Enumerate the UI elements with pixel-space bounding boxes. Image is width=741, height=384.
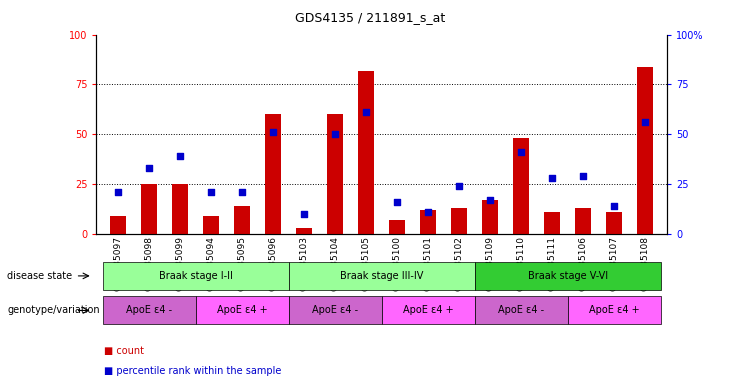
Point xyxy=(360,109,372,116)
Bar xyxy=(142,184,157,234)
Point xyxy=(298,211,310,217)
Bar xyxy=(328,114,343,234)
Bar xyxy=(203,216,219,234)
Point xyxy=(268,129,279,136)
Point xyxy=(453,183,465,189)
Text: ApoE ε4 -: ApoE ε4 - xyxy=(312,305,358,316)
Bar xyxy=(576,208,591,234)
Bar xyxy=(173,184,187,234)
Point xyxy=(205,189,217,195)
Bar xyxy=(296,228,312,234)
Text: ApoE ε4 -: ApoE ε4 - xyxy=(126,305,172,316)
Point xyxy=(422,209,434,215)
Text: ApoE ε4 +: ApoE ε4 + xyxy=(217,305,268,316)
Point xyxy=(329,131,341,137)
Text: genotype/variation: genotype/variation xyxy=(7,305,100,316)
Point xyxy=(639,119,651,126)
Point xyxy=(112,189,124,195)
Text: ApoE ε4 +: ApoE ε4 + xyxy=(403,305,453,316)
Bar xyxy=(110,216,126,234)
Text: disease state: disease state xyxy=(7,271,73,281)
Point xyxy=(484,197,496,204)
Text: GDS4135 / 211891_s_at: GDS4135 / 211891_s_at xyxy=(296,12,445,25)
Point xyxy=(143,165,155,171)
Bar xyxy=(234,206,250,234)
Text: Braak stage V-VI: Braak stage V-VI xyxy=(528,271,608,281)
Bar xyxy=(389,220,405,234)
Text: ■ percentile rank within the sample: ■ percentile rank within the sample xyxy=(104,366,281,376)
Bar xyxy=(359,71,374,234)
Bar xyxy=(265,114,281,234)
Point xyxy=(391,199,403,205)
Bar xyxy=(482,200,498,234)
Text: ■ count: ■ count xyxy=(104,346,144,356)
Point xyxy=(577,173,589,179)
Bar xyxy=(606,212,622,234)
Point xyxy=(608,203,620,209)
Text: Braak stage III-IV: Braak stage III-IV xyxy=(340,271,423,281)
Text: ApoE ε4 +: ApoE ε4 + xyxy=(589,305,639,316)
Bar xyxy=(545,212,560,234)
Bar xyxy=(420,210,436,234)
Point xyxy=(546,175,558,181)
Bar xyxy=(514,138,529,234)
Text: Braak stage I-II: Braak stage I-II xyxy=(159,271,233,281)
Point xyxy=(515,149,527,156)
Bar xyxy=(637,66,653,234)
Point xyxy=(174,153,186,159)
Bar xyxy=(451,208,467,234)
Text: ApoE ε4 -: ApoE ε4 - xyxy=(498,305,544,316)
Point xyxy=(236,189,248,195)
